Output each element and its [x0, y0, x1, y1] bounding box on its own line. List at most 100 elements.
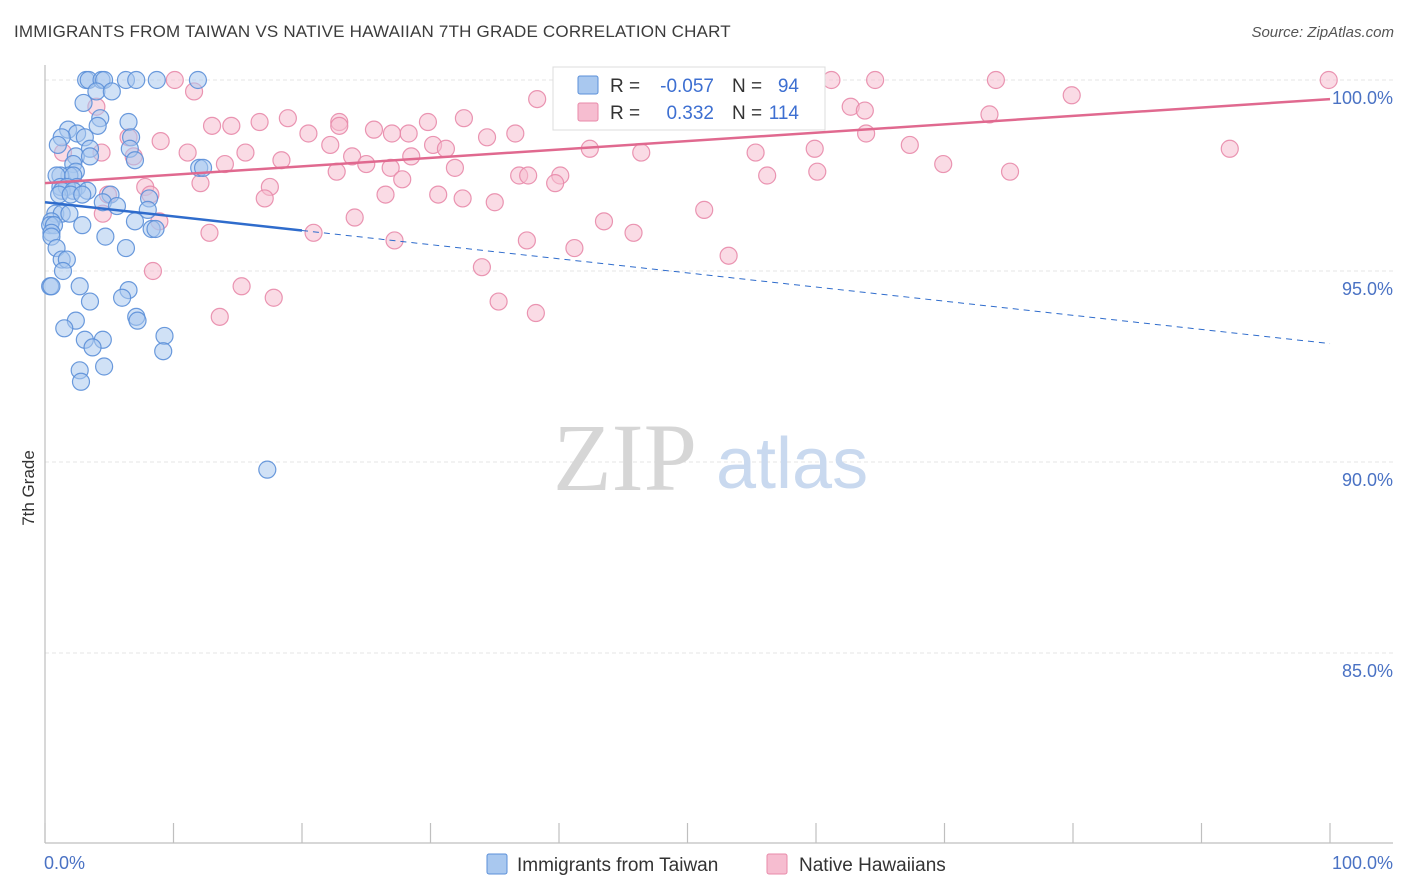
pink-point-87 [472, 258, 491, 277]
taiwan-trend-solid [44, 200, 303, 232]
chart-title: IMMIGRANTS FROM TAIWAN VS NATIVE HAWAIIA… [14, 22, 731, 41]
blue-point-6 [147, 70, 166, 90]
pink-point-16 [855, 101, 874, 120]
pink-point-89 [264, 288, 283, 307]
pink-point-36 [151, 132, 170, 151]
pink-point-56 [934, 154, 953, 174]
stats-n-label-1: N = [732, 76, 762, 97]
pink-point-37 [382, 124, 402, 143]
blue-point-83 [258, 460, 277, 479]
blue-point-24 [125, 151, 145, 170]
y-tick-label-100: 100.0% [1332, 88, 1393, 108]
pink-point-77 [594, 212, 614, 231]
blue-point-23 [80, 147, 100, 166]
blue-point-9 [102, 82, 121, 101]
blue-point-12 [119, 112, 138, 132]
stats-n-value-2: 114 [769, 103, 800, 124]
legend-label-hawaiians: Native Hawaiians [799, 855, 946, 876]
pink-point-43 [805, 139, 824, 158]
pink-point-58 [445, 158, 465, 177]
stats-n-value-1: 94 [778, 76, 800, 97]
legend-item-taiwan[interactable]: Immigrants from Taiwan [486, 853, 718, 876]
pink-point-27 [299, 124, 318, 143]
blue-point-79 [154, 342, 173, 361]
pink-point-81 [304, 223, 323, 242]
legend-item-hawaiians[interactable]: Native Hawaiians [766, 853, 946, 876]
pink-point-42 [632, 143, 651, 162]
blue-point-19 [48, 135, 67, 155]
pink-point-31 [506, 124, 525, 143]
pink-point-92 [210, 307, 229, 326]
pink-point-79 [624, 223, 643, 242]
blue-point-10 [74, 93, 93, 113]
pink-point-75 [485, 193, 504, 212]
pink-point-40 [436, 139, 456, 158]
legend-swatch-pink [766, 853, 788, 875]
blue-point-66 [42, 277, 61, 296]
y-tick-label-95: 95.0% [1342, 279, 1393, 299]
pink-point-45 [1220, 139, 1239, 158]
pink-point-25 [330, 116, 349, 135]
pink-point-28 [364, 120, 384, 139]
pink-point-14 [528, 89, 547, 109]
pink-point-57 [1000, 162, 1020, 181]
pink-point-0 [165, 70, 184, 90]
legend-label-taiwan: Immigrants from Taiwan [517, 855, 718, 876]
blue-point-74 [55, 319, 74, 338]
pink-point-19 [454, 109, 474, 128]
legend-swatch-blue [486, 853, 508, 875]
pink-point-80 [200, 223, 219, 242]
pink-point-26 [222, 116, 241, 135]
pink-point-48 [236, 143, 255, 162]
x-tick-label-left: 0.0% [44, 853, 85, 873]
pink-point-64 [758, 166, 777, 185]
pink-point-86 [143, 261, 163, 281]
pink-point-33 [250, 112, 269, 132]
blue-point-70 [80, 292, 100, 311]
blue-point-59 [96, 227, 115, 246]
y-tick-label-85: 85.0% [1342, 661, 1393, 681]
x-tick-label-right: 100.0% [1332, 853, 1393, 873]
blue-point-61 [116, 238, 136, 258]
pink-point-21 [980, 105, 999, 124]
pink-point-12 [1062, 86, 1081, 105]
grid-layer [45, 79, 1393, 654]
pink-point-72 [453, 189, 472, 208]
hawaiians-trend-solid [44, 97, 1331, 185]
pink-point-91 [526, 303, 545, 323]
pink-point-67 [191, 174, 210, 193]
stats-r-label-2: R = [610, 103, 640, 124]
pink-point-71 [376, 185, 395, 204]
pink-point-61 [519, 166, 538, 185]
pink-point-76 [695, 200, 714, 219]
pink-point-24 [418, 112, 438, 132]
pink-point-11 [1319, 70, 1338, 90]
legend: Immigrants from Taiwan Native Hawaiians [486, 853, 946, 876]
blue-point-75 [155, 326, 174, 346]
blue-point-13 [88, 116, 107, 135]
y-tick-label-90: 90.0% [1342, 470, 1393, 490]
y-axis-label: 7th Grade [19, 450, 38, 526]
blue-point-5 [127, 70, 146, 90]
watermark: ZIP atlas [553, 404, 868, 511]
pink-point-47 [178, 143, 197, 162]
blue-point-72 [128, 311, 147, 330]
pink-point-63 [393, 170, 412, 189]
blue-point-78 [83, 338, 102, 357]
stats-swatch-pink [577, 102, 599, 122]
pink-point-30 [477, 128, 497, 147]
watermark-zip: ZIP [553, 404, 697, 511]
pink-point-38 [321, 135, 340, 155]
stats-swatch-blue [577, 75, 599, 95]
pink-point-95 [746, 143, 765, 162]
blue-point-67 [70, 277, 89, 296]
trend-lines [44, 97, 1331, 345]
pink-point-22 [278, 109, 297, 128]
stats-r-value-1: -0.057 [660, 76, 714, 97]
blue-point-7 [188, 70, 208, 90]
blue-point-51 [125, 212, 145, 231]
pink-point-83 [517, 231, 536, 250]
taiwan-trend-dashed [301, 230, 1331, 345]
axis-layer [44, 65, 1393, 844]
stats-n-label-2: N = [732, 103, 762, 124]
